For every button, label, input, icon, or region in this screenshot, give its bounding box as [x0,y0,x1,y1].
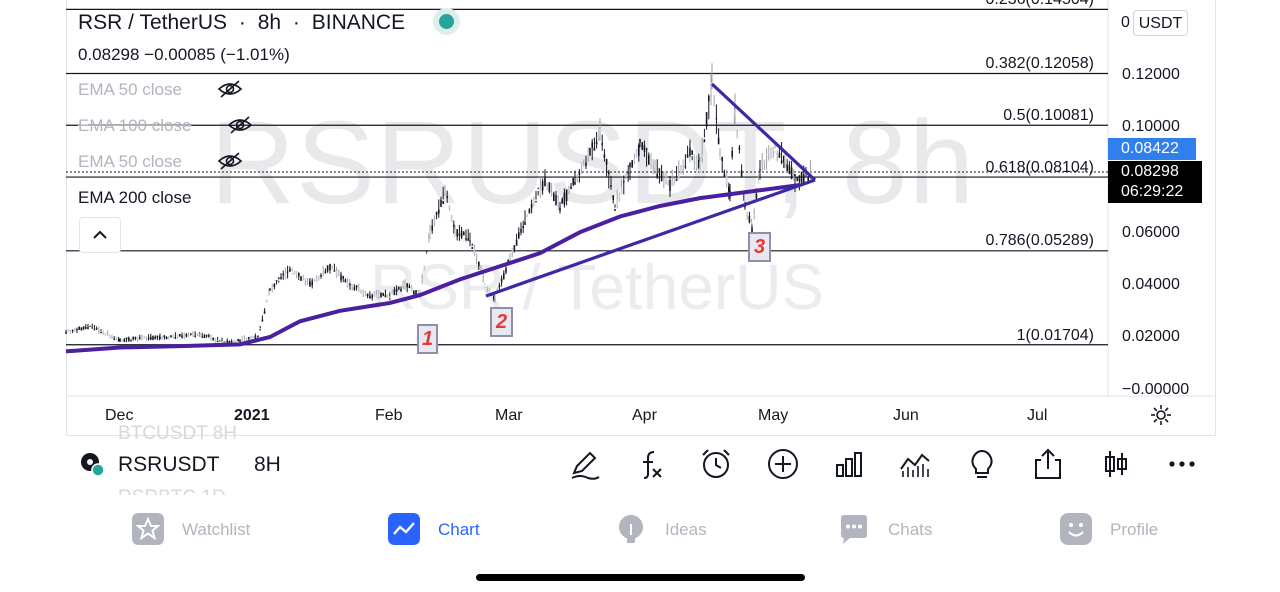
eye-hidden-icon[interactable] [217,79,243,99]
chevron-up-icon [93,230,107,239]
symbol-interval: 8h [257,11,282,34]
profile-smiley-icon [1060,513,1092,545]
price-tick: 0.02000 [1122,328,1180,345]
toolbar-interval-button[interactable]: 8H [254,453,281,476]
fib-label-0786: 0.786(0.05289) [985,232,1094,249]
bar-countdown: 06:29:22 [1121,183,1184,200]
compare-icon[interactable] [898,447,932,481]
home-indicator [476,574,805,581]
annotation-label-3: 3 [748,232,771,262]
symbol-exchange: BINANCE [311,11,406,34]
price-tick: 0.10000 [1122,118,1180,135]
chart-settings-gear-icon[interactable] [1150,404,1172,426]
market-open-dot [438,13,454,29]
bid-price-tag: 0.08422 [1108,138,1196,160]
price-chart[interactable] [0,0,1280,440]
time-tick: Jun [893,407,919,424]
legend-sep: · [238,11,246,34]
time-tick: Apr [632,407,657,424]
time-tick: Mar [495,407,523,424]
tab-label: Chats [888,520,933,539]
ascending-trendline [485,178,816,298]
alert-icon[interactable] [699,447,733,481]
annotation-label-2: 2 [490,307,513,337]
ideas-bulb-icon [619,515,643,543]
symbol-legend[interactable]: RSR / TetherUS · 8h · BINANCE [78,11,454,35]
chart-pane[interactable] [66,0,1216,495]
share-icon[interactable] [1031,447,1065,481]
price-change: 0.08298 −0.00085 (−1.01%) [78,45,290,64]
ghost-symbol-above: BTCUSDT 8H [118,423,237,444]
price-axis-corner: 0 [1121,14,1130,31]
watchlist-star-icon [132,513,164,545]
last-price-tag: 0.08298 06:29:22 [1108,161,1202,203]
eye-hidden-icon[interactable] [217,151,243,171]
indicators-icon[interactable] [634,447,668,481]
descending-trendline [710,82,817,182]
bar-chart-icon[interactable] [832,447,866,481]
symbol-pair: RSR / TetherUS [78,11,227,34]
add-icon[interactable] [766,447,800,481]
currency-button[interactable]: USDT [1133,10,1188,36]
indicator-ema-200[interactable]: EMA 200 close [78,188,192,207]
time-tick: Feb [375,407,403,424]
indicator-ema-50-a[interactable]: EMA 50 close [78,80,182,99]
chart-toolbar [66,435,1216,495]
more-icon[interactable] [1165,447,1199,481]
chat-bubble-icon [841,515,867,544]
fib-label-0382: 0.382(0.12058) [985,55,1094,72]
price-tick: 0.06000 [1122,224,1180,241]
chart-line-icon [388,513,420,545]
indicator-ema-100[interactable]: EMA 100 close [78,116,192,135]
ideas-bulb-icon[interactable] [965,447,999,481]
fib-label-0618: 0.618(0.08104) [985,159,1094,176]
tab-label: Ideas [665,520,707,539]
symbol-logo-icon [81,453,105,477]
fib-label-05: 0.5(0.10081) [1003,107,1094,124]
tab-label: Watchlist [182,520,251,539]
fib-label-1: 1(0.01704) [1016,327,1094,344]
collapse-legend-button[interactable] [79,217,121,253]
time-tick: Dec [105,407,134,424]
watermark-ticker: RSRUSDT, 8h [210,97,976,229]
draw-icon[interactable] [568,447,602,481]
legend-sep: · [292,11,300,34]
time-tick: 2021 [234,407,270,424]
eye-hidden-icon[interactable] [227,115,253,135]
last-price-value: 0.08298 [1121,163,1179,180]
time-tick: May [758,407,789,424]
time-tick: Jul [1027,407,1048,424]
tab-label: Chart [438,520,480,539]
price-tick: 0.04000 [1122,276,1180,293]
candles-icon[interactable] [1099,447,1133,481]
price-tick: −0.00000 [1122,381,1190,398]
fib-label-0236: 0.236(0.14504) [985,0,1094,9]
indicator-ema-50-b[interactable]: EMA 50 close [78,152,182,171]
annotation-label-1: 1 [417,324,438,354]
toolbar-symbol-button[interactable]: RSRUSDT [118,453,220,476]
price-tick: 0.12000 [1122,66,1180,83]
ema-200-line [65,183,801,354]
tab-label: Profile [1110,520,1159,539]
